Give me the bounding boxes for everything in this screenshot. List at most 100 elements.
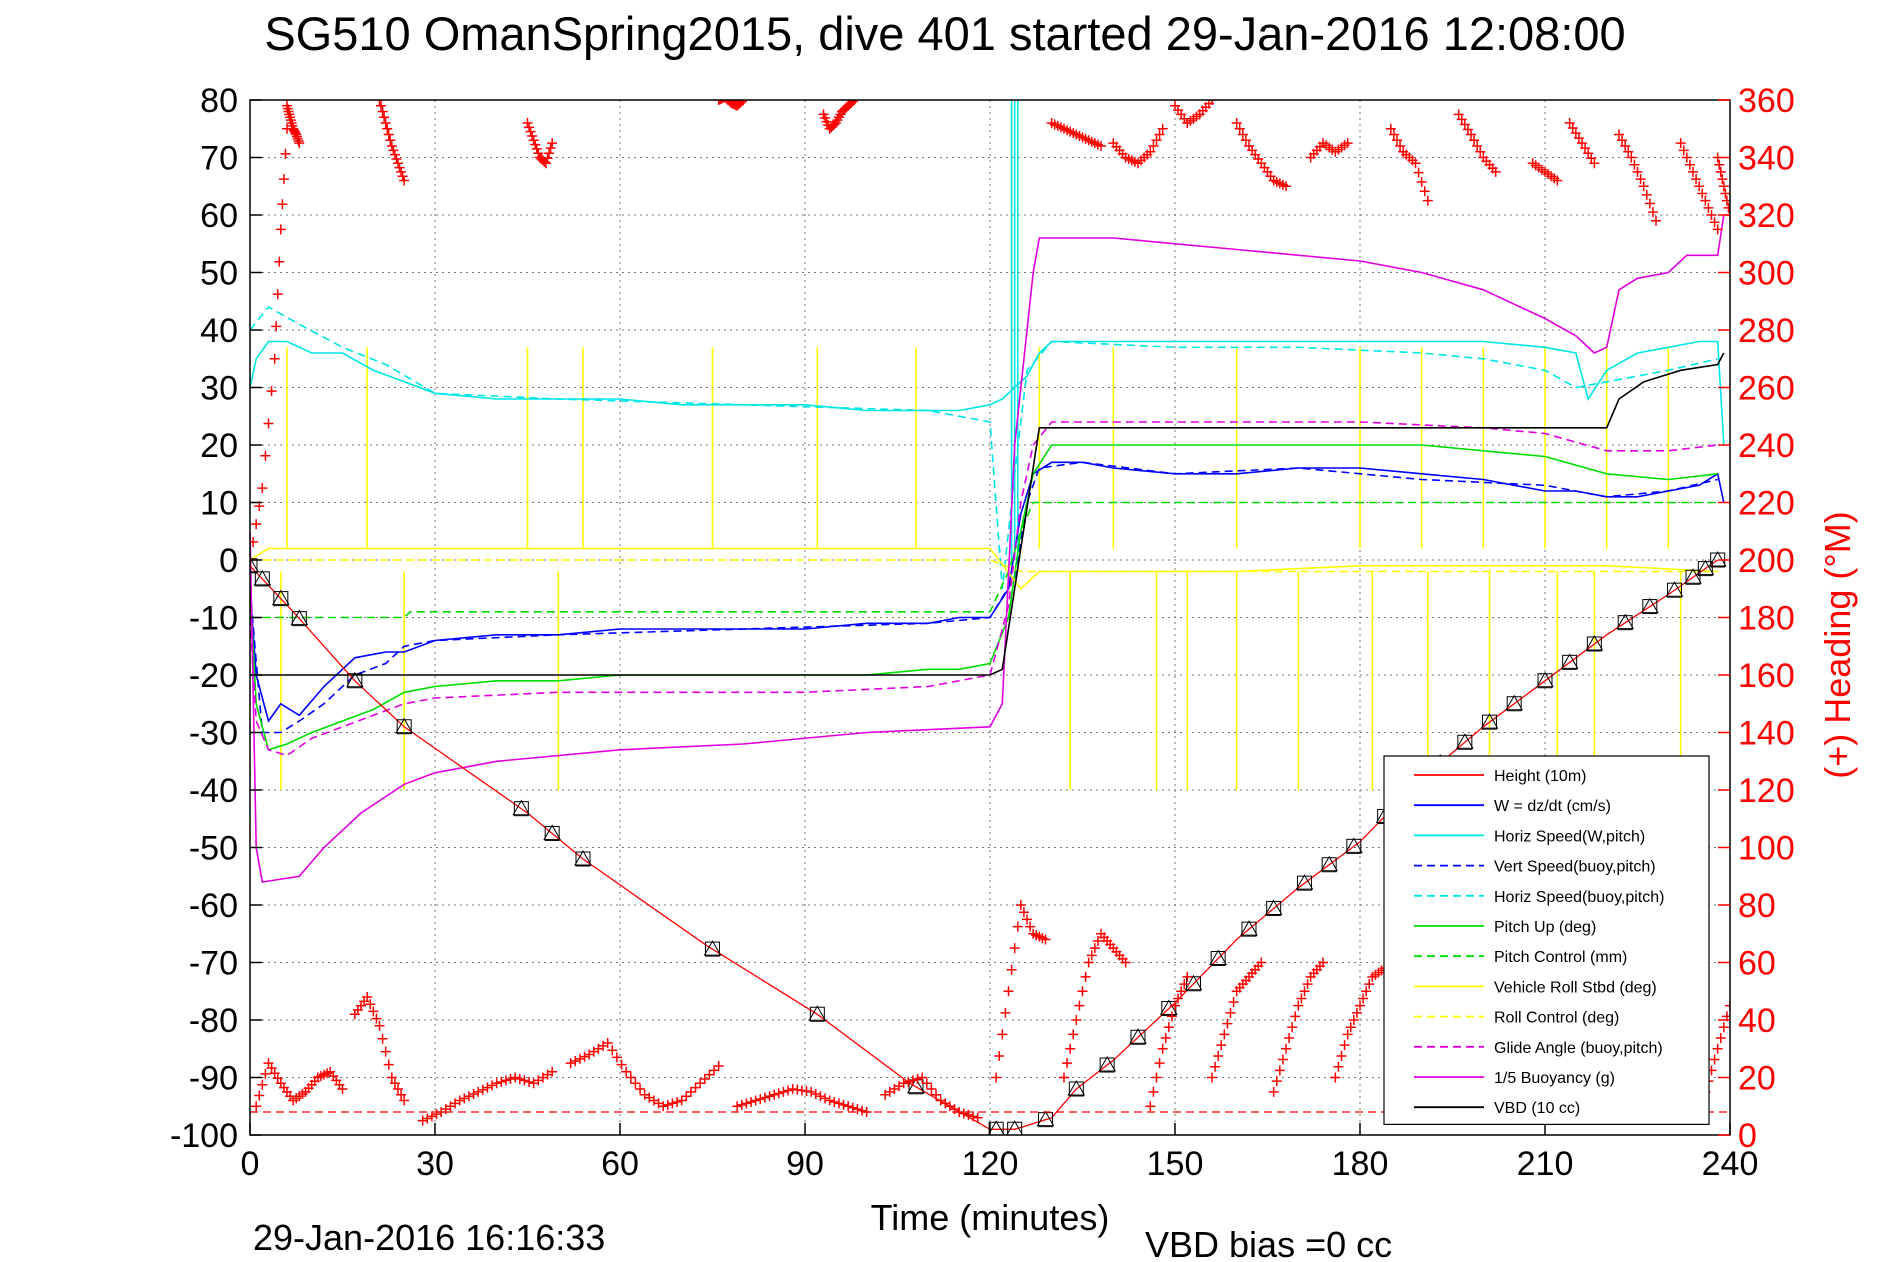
heading-point [383,1059,394,1070]
heading-point [1059,1072,1069,1083]
heading-point [1644,198,1655,209]
height-marker-triangle [1455,733,1474,749]
height-marker-triangle [1067,1079,1086,1096]
y-tick-label: -80 [189,1002,238,1040]
heading-point [272,1073,283,1084]
heading-point [1006,964,1017,975]
y-right-tick-label: 340 [1738,140,1795,178]
heading-point [1210,1061,1221,1072]
heading-point [1290,1011,1301,1022]
heading-point [1641,189,1652,200]
heading-point [764,1091,775,1102]
heading-point [1080,971,1091,982]
heading-point [1469,135,1480,146]
heading-point [672,1096,683,1107]
heading-point [269,353,280,364]
heading-point [1675,138,1686,149]
heading-point [399,175,410,186]
y-tick-label: -90 [189,1060,238,1098]
y-tick-label: -20 [189,657,238,695]
heading-point [1071,1015,1082,1025]
y-right-tick-label: 140 [1738,715,1795,753]
heading-point [1287,1022,1298,1033]
height-marker-triangle [1536,671,1554,688]
heading-point [695,1078,706,1089]
y-right-tick-label: 220 [1738,485,1795,523]
height-marker-triangle [1320,855,1339,872]
heading-point [393,1084,403,1094]
heading-point [250,537,259,548]
x-tick-label: 240 [1702,1145,1759,1183]
heading-point [459,1093,470,1104]
legend-label: Glide Angle (buoy,pitch) [1494,1040,1663,1057]
heading-point [1022,914,1032,925]
heading-point [382,123,393,134]
height-marker-triangle [1098,1056,1117,1072]
heading-point [824,1095,835,1106]
heading-point [263,418,274,429]
heading-point [685,1086,696,1097]
heading-point [997,1029,1008,1040]
y-tick-label: 10 [200,485,238,523]
heading-point [783,1085,794,1096]
heading-point [1712,1043,1723,1054]
heading-point [579,1051,590,1062]
heading-point [1281,181,1291,192]
heading-point [1410,158,1421,169]
y-tick-label: 30 [200,370,238,408]
heading-point [1678,145,1689,156]
heading-point [630,1078,641,1089]
heading-point [368,1006,379,1017]
heading-point [1207,100,1217,105]
heading-point [269,1068,280,1079]
y-right-tick-label: 200 [1738,542,1795,580]
heading-point [1586,153,1597,164]
heading-point [377,106,388,117]
heading-point [1231,118,1242,128]
heading-point [396,166,407,177]
heading-point [417,1115,428,1126]
height-marker-triangle [395,717,414,734]
y-right-tick-label: 260 [1738,370,1795,408]
y-tick-label: 80 [200,82,238,120]
height-marker-triangle [1264,899,1283,915]
y-tick-label: 60 [200,197,238,235]
y-right-tick-label: 360 [1738,82,1795,120]
heading-point [1721,195,1730,206]
heading-point [1012,921,1023,932]
height-marker-triangle [808,1005,827,1021]
heading-point [545,143,556,154]
heading-point [1225,1007,1236,1018]
height-marker-triangle [574,849,592,866]
heading-point [254,1090,265,1101]
heading-point [1318,957,1328,968]
height-marker-triangle [543,824,562,840]
heading-point [1281,1043,1291,1054]
heading-point [1589,158,1600,169]
heading-point [1573,133,1584,144]
heading-point [750,1095,761,1106]
series-line [250,444,1718,751]
height-marker-triangle [1295,874,1314,890]
height-marker-triangle [1006,1120,1024,1135]
heading-point [547,1066,558,1077]
heading-point [1416,176,1427,187]
heading-point [1413,167,1424,178]
heading-point [1277,1054,1288,1065]
heading-point [773,1088,784,1099]
legend-label: Vehicle Roll Stbd (deg) [1494,979,1657,996]
heading-point [1284,1032,1295,1043]
height-marker-triangle [250,556,259,573]
heading-point [759,1092,770,1103]
heading-point [1626,152,1637,163]
heading-point [251,1101,262,1112]
y-tick-label: 50 [200,255,238,293]
footer-vbd-bias: VBD bias =0 cc [1145,1224,1392,1262]
height-marker-triangle [1344,837,1363,853]
heading-point [528,135,539,146]
heading-point [1718,181,1729,192]
series-line [250,352,1725,676]
heading-point [1453,109,1464,120]
heading-point [1219,1029,1230,1040]
y-right-tick-label: 40 [1738,1002,1776,1040]
